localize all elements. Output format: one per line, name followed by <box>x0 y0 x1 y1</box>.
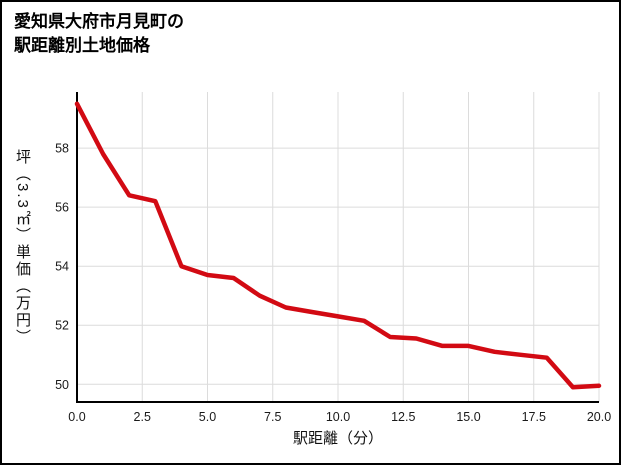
x-tick-label: 10.0 <box>326 410 350 424</box>
y-tick-label: 52 <box>55 319 69 333</box>
y-tick-label: 54 <box>55 260 69 274</box>
chart-title: 愛知県大府市月見町の 駅距離別土地価格 <box>14 10 184 58</box>
x-tick-label: 12.5 <box>391 410 415 424</box>
x-tick-label: 0.0 <box>68 410 85 424</box>
y-tick-label: 50 <box>55 378 69 392</box>
y-tick-label: 58 <box>55 142 69 156</box>
chart-svg: 0.0 2.5 5.0 7.5 10.0 12.5 15.0 17.5 20.0 50 52 54 56… <box>32 82 612 437</box>
x-tick-label: 5.0 <box>199 410 216 424</box>
y-tick-label: 56 <box>55 201 69 215</box>
x-tick-label: 2.5 <box>134 410 151 424</box>
x-tick-label: 7.5 <box>264 410 281 424</box>
x-tick-label: 17.5 <box>522 410 546 424</box>
x-tick-label: 15.0 <box>456 410 480 424</box>
y-axis-label: 坪（3.3㎡）単価（万円） <box>14 148 31 346</box>
x-tick-label: 20.0 <box>587 410 611 424</box>
price-line-series <box>74 101 602 390</box>
chart-title-line1: 愛知県大府市月見町の <box>14 12 184 31</box>
chart-title-line2: 駅距離別土地価格 <box>14 35 150 55</box>
x-axis-label: 駅距離（分） <box>292 430 383 447</box>
